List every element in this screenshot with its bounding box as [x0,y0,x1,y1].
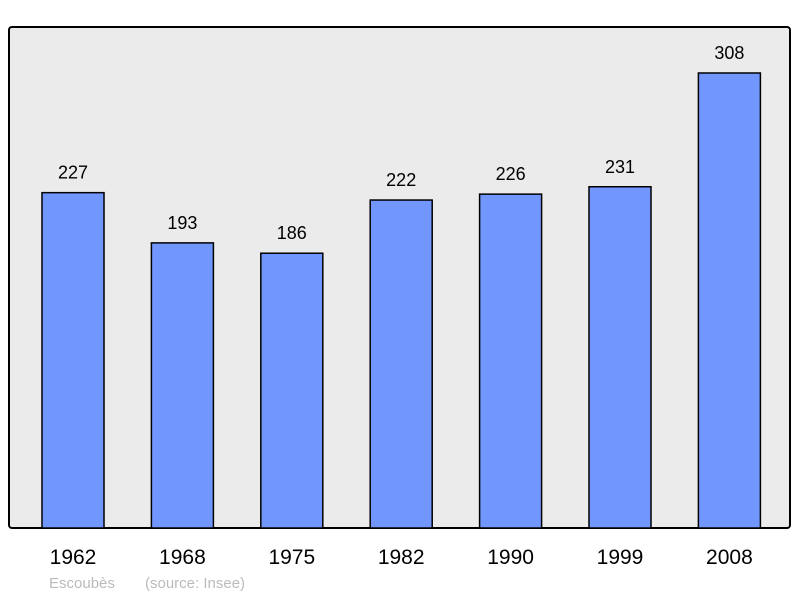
x-tick-label: 1982 [378,546,425,569]
data-label: 193 [167,213,197,233]
data-label: 308 [714,43,744,63]
bar-1982 [369,199,433,529]
bar-1968 [150,242,215,529]
bar-1962 [41,191,105,529]
data-label: 231 [605,157,635,177]
x-tick-label: 2008 [706,546,753,569]
place-label: Escoubès [49,575,115,592]
data-label: 227 [58,163,88,183]
source-label: (source: Insee) [145,575,246,592]
data-label: 186 [277,223,307,243]
data-label: 226 [496,164,526,184]
x-tick-label: 1999 [597,546,644,569]
bar-1990 [478,193,543,529]
data-label: 222 [386,170,416,190]
bar-1975 [260,252,324,529]
x-tick-label: 1968 [159,546,206,569]
x-tick-label: 1990 [487,546,534,569]
x-tick-label: 1962 [50,546,97,569]
bar-2008 [697,72,762,529]
bar-1999 [588,186,652,529]
x-tick-label: 1975 [268,546,315,569]
